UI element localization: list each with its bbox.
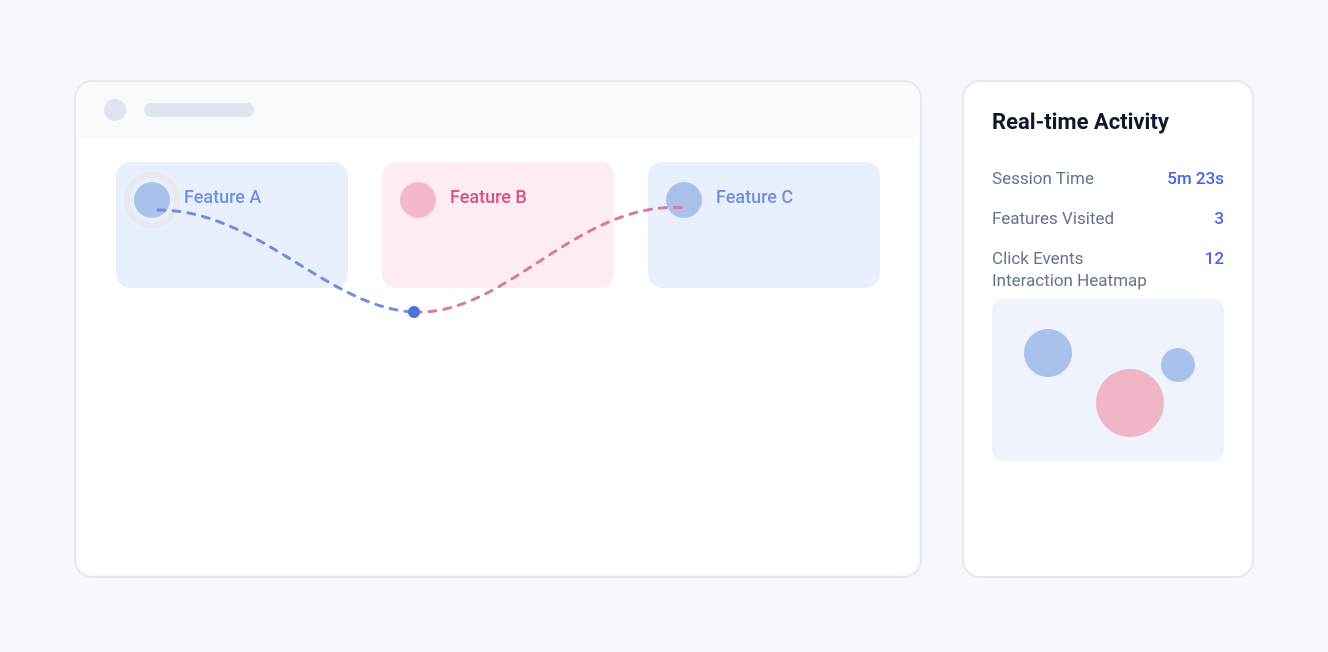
stat-label: Features Visited — [992, 209, 1114, 229]
feature-label: Feature A — [184, 180, 261, 216]
heatmap-label: Interaction Heatmap — [992, 271, 1224, 291]
activity-panel: Real-time Activity Session Time 5m 23s Fea… — [962, 80, 1254, 578]
feature-label: Feature C — [716, 180, 793, 216]
feature-dot-icon — [666, 182, 702, 218]
feature-label: Feature B — [450, 180, 527, 216]
stat-value: 12 — [1205, 249, 1224, 269]
feature-card[interactable]: Feature A — [116, 162, 348, 288]
stat-row: Session Time 5m 23s — [992, 169, 1224, 189]
activity-panel-title: Real-time Activity — [992, 110, 1224, 135]
heatmap-dot-icon — [1024, 329, 1072, 377]
stat-value: 5m 23s — [1167, 169, 1224, 189]
browser-mock-panel: Feature A Feature B Feature C — [74, 80, 922, 578]
interaction-heatmap — [992, 299, 1224, 461]
stat-label: Click Events — [992, 249, 1083, 269]
browser-chrome — [76, 82, 920, 138]
heatmap-dot-icon — [1096, 369, 1164, 437]
feature-dot-icon — [134, 182, 170, 218]
chrome-dot-icon — [104, 99, 126, 121]
stat-row: Features Visited 3 — [992, 209, 1224, 229]
stat-row: Click Events 12 — [992, 249, 1224, 269]
feature-card[interactable]: Feature C — [648, 162, 880, 288]
feature-dot-icon — [400, 182, 436, 218]
heatmap-dot-icon — [1161, 348, 1195, 382]
feature-card[interactable]: Feature B — [382, 162, 614, 288]
browser-content: Feature A Feature B Feature C — [78, 138, 918, 574]
stat-value: 3 — [1214, 209, 1224, 229]
chrome-addressbar-placeholder — [144, 103, 254, 117]
stat-label: Session Time — [992, 169, 1094, 189]
